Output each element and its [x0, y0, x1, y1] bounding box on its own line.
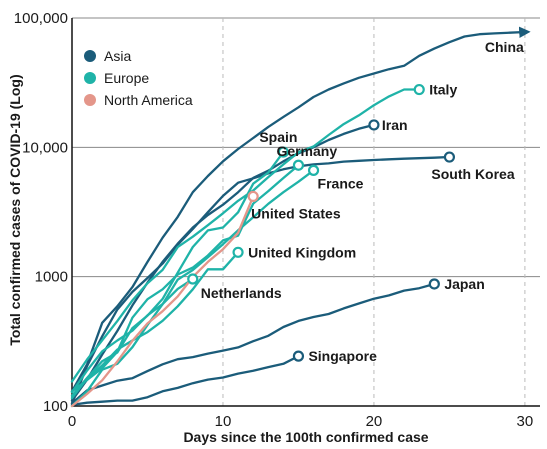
end-marker-singapore — [292, 350, 305, 362]
legend-europe-swatch — [84, 72, 96, 84]
x-axis-title: Days since the 100th confirmed case — [183, 429, 428, 445]
y-tick-label: 100,000 — [14, 10, 68, 27]
grid-lines — [72, 17, 540, 406]
y-tick-label: 10,000 — [22, 139, 68, 156]
series-line-south-korea — [70, 155, 451, 405]
series-lines — [70, 26, 531, 408]
y-tick-label: 100 — [43, 398, 68, 415]
legend-europe-label: Europe — [104, 70, 149, 86]
series-label-singapore: Singapore — [308, 348, 377, 364]
end-marker-united-kingdom — [232, 246, 244, 258]
series-label-united-kingdom: United Kingdom — [248, 244, 356, 260]
series-line-singapore — [70, 354, 300, 407]
end-marker-japan — [428, 278, 440, 290]
legend-north-america-label: North America — [104, 92, 193, 108]
series-line-united-kingdom — [70, 251, 240, 400]
y-axis-title: Total confirmed cases of COVID-19 (Log) — [7, 74, 23, 345]
series-labels: China Iran South Korea Japan Singapore Italy S… — [201, 39, 524, 364]
series-label-united-states: United States — [251, 205, 341, 221]
legend-north-america-swatch — [84, 94, 96, 106]
series-line-china — [70, 26, 531, 393]
end-marker-netherlands — [187, 273, 199, 285]
axes: 100 1000 10,000 100,000 0 10 20 30 — [14, 10, 540, 430]
end-marker-south-korea — [443, 151, 456, 163]
series-line-japan — [70, 282, 436, 405]
series-line-france — [70, 169, 315, 408]
series-label-japan: Japan — [444, 276, 484, 292]
end-marker-united-states — [247, 190, 259, 203]
series-label-iran: Iran — [382, 117, 408, 133]
end-marker-germany — [292, 159, 305, 171]
end-marker-iran — [368, 119, 380, 131]
series-end-markers — [187, 83, 456, 362]
series-line-netherlands — [70, 277, 194, 394]
end-marker-france — [307, 164, 320, 176]
legend: Asia Europe North America — [84, 48, 193, 108]
series-label-france: France — [318, 175, 364, 191]
x-tick-label: 30 — [517, 413, 534, 430]
end-marker-italy — [413, 83, 425, 96]
legend-asia-swatch — [84, 50, 96, 62]
legend-asia-label: Asia — [104, 48, 131, 64]
series-line-iran — [70, 123, 376, 402]
series-label-italy: Italy — [429, 82, 457, 98]
end-marker-spain — [277, 146, 289, 158]
series-line-germany — [70, 164, 300, 393]
series-label-netherlands: Netherlands — [201, 285, 282, 301]
series-label-china: China — [485, 39, 524, 55]
series-line-spain — [70, 150, 285, 397]
series-line-united-states — [70, 195, 255, 408]
x-tick-label: 0 — [68, 413, 76, 430]
series-label-spain: Spain — [259, 129, 297, 145]
x-tick-label: 10 — [215, 413, 232, 430]
series-label-germany: Germany — [276, 143, 337, 159]
series-label-south-korea: South Korea — [431, 166, 514, 182]
x-tick-label: 20 — [366, 413, 383, 430]
y-tick-label: 1000 — [35, 269, 68, 286]
